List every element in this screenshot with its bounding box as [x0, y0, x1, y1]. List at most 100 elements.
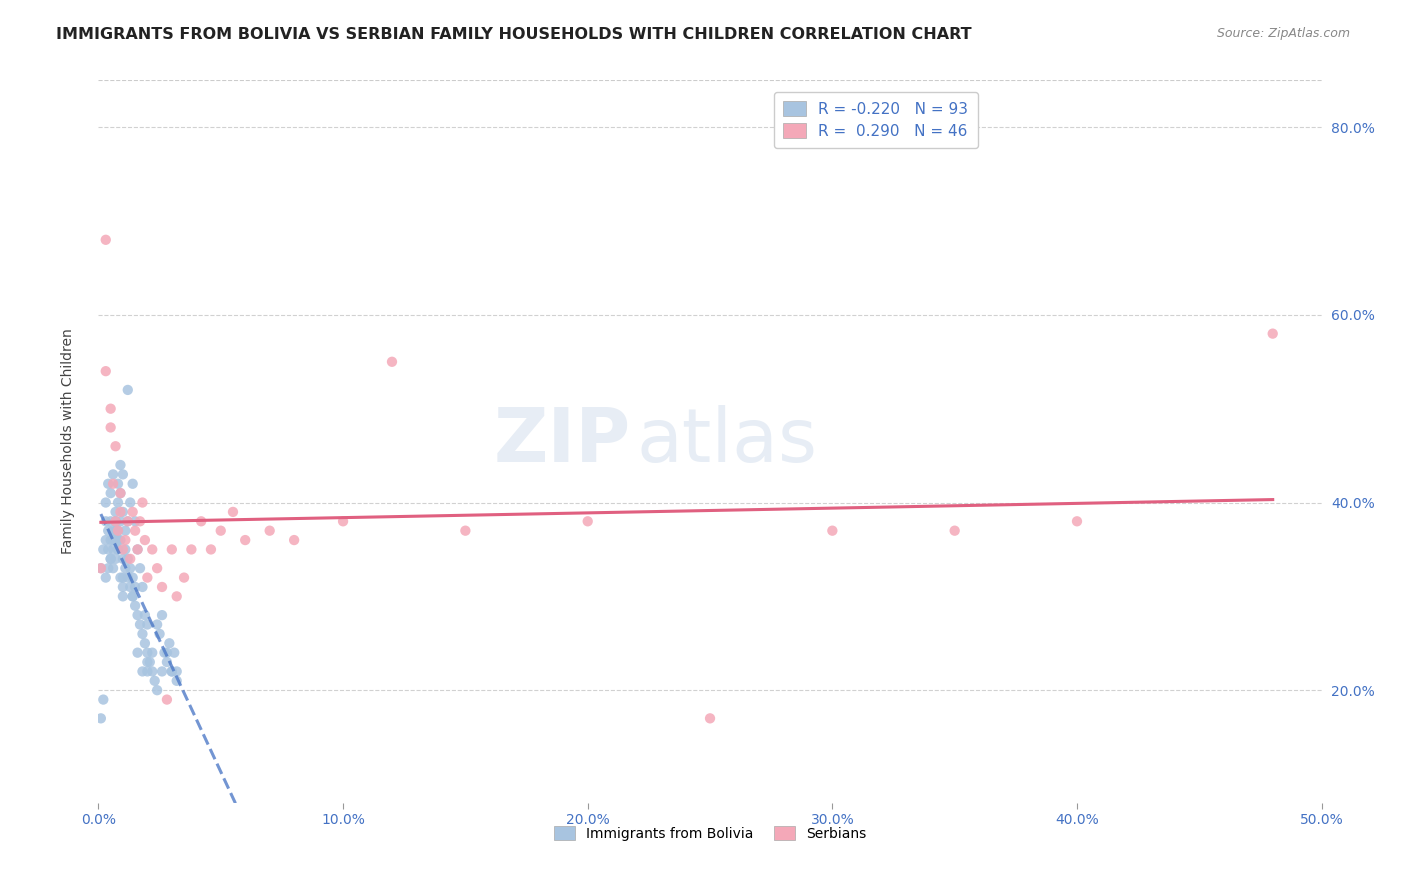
Point	[90, 711, 112, 725]
Point	[110, 505, 132, 519]
Point	[110, 458, 132, 472]
Point	[127, 542, 149, 557]
Point	[332, 514, 354, 528]
Point	[141, 665, 163, 679]
Point	[166, 673, 188, 688]
Point	[131, 495, 153, 509]
Point	[100, 486, 122, 500]
Point	[100, 514, 122, 528]
Point	[821, 524, 844, 538]
Point	[107, 495, 129, 509]
Point	[110, 486, 132, 500]
Point	[150, 580, 173, 594]
Point	[139, 655, 162, 669]
Point	[136, 646, 159, 660]
Point	[97, 561, 120, 575]
Point	[107, 542, 129, 557]
Point	[150, 608, 173, 623]
Point	[156, 692, 179, 706]
Point	[101, 467, 124, 482]
Point	[111, 505, 134, 519]
Point	[129, 561, 152, 575]
Point	[91, 692, 114, 706]
Point	[166, 665, 188, 679]
Point	[190, 514, 212, 528]
Point	[141, 542, 163, 557]
Point	[107, 542, 129, 557]
Point	[121, 590, 143, 604]
Point	[200, 542, 222, 557]
Point	[107, 533, 129, 547]
Point	[134, 636, 156, 650]
Point	[97, 476, 120, 491]
Point	[146, 561, 169, 575]
Point	[104, 533, 127, 547]
Point	[173, 571, 195, 585]
Point	[153, 646, 176, 660]
Point	[454, 524, 477, 538]
Point	[943, 524, 966, 538]
Point	[121, 505, 143, 519]
Text: Source: ZipAtlas.com: Source: ZipAtlas.com	[1216, 27, 1350, 40]
Point	[120, 551, 142, 566]
Point	[104, 514, 127, 528]
Point	[110, 486, 132, 500]
Point	[209, 524, 232, 538]
Point	[149, 627, 172, 641]
Point	[283, 533, 305, 547]
Point	[104, 514, 127, 528]
Point	[107, 524, 129, 538]
Point	[101, 524, 124, 538]
Point	[90, 561, 112, 575]
Point	[150, 665, 173, 679]
Point	[381, 355, 404, 369]
Point	[156, 646, 179, 660]
Point	[124, 580, 146, 594]
Point	[114, 561, 136, 575]
Point	[110, 571, 132, 585]
Point	[143, 673, 166, 688]
Point	[104, 439, 127, 453]
Point	[124, 599, 146, 613]
Point	[104, 505, 127, 519]
Point	[101, 561, 124, 575]
Point	[107, 524, 129, 538]
Point	[157, 636, 180, 650]
Point	[111, 467, 134, 482]
Point	[120, 580, 142, 594]
Point	[131, 665, 153, 679]
Point	[131, 580, 153, 594]
Point	[104, 514, 127, 528]
Point	[110, 514, 132, 528]
Point	[114, 542, 136, 557]
Y-axis label: Family Households with Children: Family Households with Children	[60, 328, 75, 555]
Point	[127, 608, 149, 623]
Point	[90, 561, 112, 575]
Point	[114, 524, 136, 538]
Point	[1066, 514, 1088, 528]
Point	[94, 571, 117, 585]
Point	[120, 561, 142, 575]
Point	[94, 233, 117, 247]
Point	[156, 655, 179, 669]
Point	[1261, 326, 1284, 341]
Point	[146, 683, 169, 698]
Point	[104, 524, 127, 538]
Legend: Immigrants from Bolivia, Serbians: Immigrants from Bolivia, Serbians	[548, 821, 872, 847]
Point	[259, 524, 281, 538]
Point	[146, 617, 169, 632]
Point	[180, 542, 202, 557]
Point	[107, 476, 129, 491]
Point	[160, 665, 183, 679]
Point	[117, 551, 139, 566]
Point	[101, 476, 124, 491]
Point	[121, 590, 143, 604]
Point	[124, 524, 146, 538]
Point	[111, 551, 134, 566]
Point	[94, 495, 117, 509]
Point	[117, 514, 139, 528]
Point	[134, 608, 156, 623]
Point	[166, 590, 188, 604]
Point	[222, 505, 245, 519]
Point	[163, 646, 186, 660]
